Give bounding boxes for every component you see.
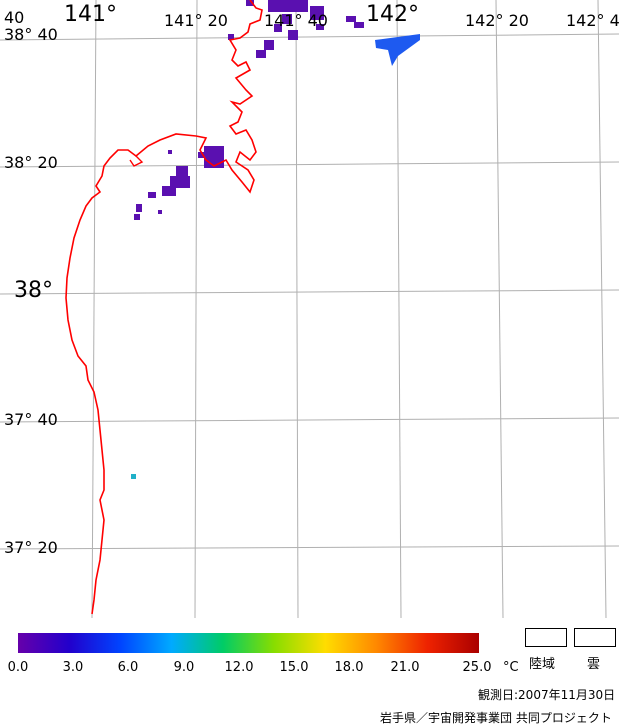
meridian-line — [495, 0, 504, 618]
parallel-line — [0, 161, 619, 168]
sst-pixel — [228, 34, 234, 40]
meridian-line — [295, 0, 299, 618]
temperature-unit: °C — [503, 660, 519, 675]
sst-pixel — [264, 40, 274, 50]
cloud-label: 雲 — [587, 657, 601, 672]
sst-pixel — [176, 166, 188, 176]
lon-label: 142° 20 — [465, 11, 529, 30]
scale-label: 25.0 — [462, 660, 492, 675]
coastline-bay — [129, 155, 144, 167]
meridian-line — [194, 0, 198, 618]
sst-pixel — [134, 214, 140, 220]
lon-label: 141° — [64, 2, 117, 27]
scale-label: 9.0 — [173, 660, 195, 675]
sst-pixel — [168, 150, 172, 154]
scale-label: 15.0 — [279, 660, 309, 675]
scale-label: 3.0 — [62, 660, 84, 675]
lat-label: 38° 40 — [4, 25, 58, 44]
parallel-line — [0, 545, 619, 550]
lon-label: 141° 20 — [164, 11, 228, 30]
lon-label: 40 — [4, 8, 25, 27]
sst-pixels — [131, 0, 420, 479]
project-credit: 岩手県／宇宙開発事業団 共同プロジェクト — [380, 711, 612, 725]
scale-label: 0.0 — [7, 660, 29, 675]
sst-pixel — [274, 24, 282, 32]
sst-pixel — [256, 50, 266, 58]
sst-pixel — [204, 146, 224, 168]
sst-pixel — [162, 186, 176, 196]
sst-pixel — [316, 24, 324, 30]
lon-label: 141° 40 — [264, 11, 328, 30]
sst-pixel — [282, 14, 292, 24]
cloud-swatch — [574, 628, 616, 647]
meridian-line — [91, 0, 97, 618]
lat-label: 38° 20 — [4, 153, 58, 172]
scale-label: 6.0 — [117, 660, 139, 675]
sst-pixel — [246, 0, 254, 6]
sst-pixel — [131, 474, 136, 479]
lat-label: 37° 20 — [4, 538, 58, 557]
lon-label: 142° — [366, 2, 419, 27]
scale-label: 21.0 — [390, 660, 420, 675]
sst-pixel — [288, 30, 298, 40]
parallel-line — [0, 417, 619, 423]
meridian-line — [597, 0, 607, 618]
sst-pixel — [148, 192, 156, 198]
sst-map — [0, 0, 619, 618]
graticule — [0, 0, 619, 618]
sst-pixel — [375, 34, 420, 66]
lat-label: 37° 40 — [4, 410, 58, 429]
sst-pixel — [346, 16, 356, 22]
sst-pixel — [198, 152, 204, 158]
sst-pixel — [268, 0, 308, 12]
lon-label: 142° 4 — [566, 11, 619, 30]
sst-pixel — [158, 210, 162, 214]
meridian-line — [396, 0, 402, 618]
coastline — [65, 0, 263, 615]
parallel-line — [0, 33, 619, 41]
scale-label: 12.0 — [224, 660, 254, 675]
sst-pixel — [354, 22, 364, 28]
colorbar-fill — [18, 633, 479, 653]
land-swatch — [525, 628, 567, 647]
sst-pixel — [136, 204, 142, 212]
observation-date: 観測日:2007年11月30日 — [478, 688, 616, 702]
lat-label: 38° — [14, 278, 53, 303]
parallel-line — [0, 289, 619, 295]
temperature-colorbar — [18, 633, 479, 653]
scale-label: 18.0 — [334, 660, 364, 675]
sst-pixel — [170, 176, 190, 188]
sst-pixel — [310, 6, 324, 20]
land-label: 陸域 — [529, 657, 556, 672]
